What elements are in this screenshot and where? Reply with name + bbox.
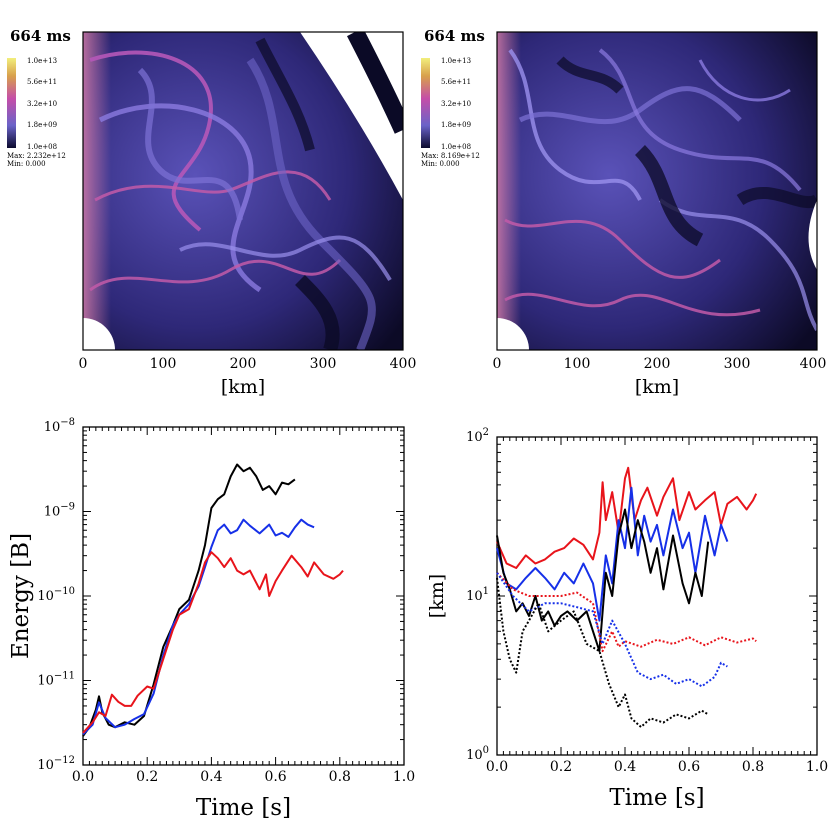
series-black-dotted xyxy=(496,577,709,728)
x-tick-label: 0.2 xyxy=(136,769,158,785)
colorbar-label: 1.8e+09 xyxy=(27,121,57,129)
field-image xyxy=(83,32,403,350)
series-blue-solid xyxy=(496,486,729,622)
x-tick-label: 100 xyxy=(150,356,177,372)
field-image xyxy=(497,32,817,350)
y-tick-label: 101 xyxy=(466,586,489,604)
y-tick-label: 10−9 xyxy=(44,502,75,520)
x-tick-label: 0.2 xyxy=(550,759,572,775)
x-tick-label: 400 xyxy=(800,356,827,372)
colorbar-gradient xyxy=(7,58,16,148)
min-label: Min: 0.000 xyxy=(7,160,46,168)
min-label: Min: 0.000 xyxy=(421,160,460,168)
x-tick-label: 300 xyxy=(310,356,337,372)
x-tick-label: 0.6 xyxy=(264,769,286,785)
colorbar-label: 3.2e+10 xyxy=(27,100,57,108)
frame xyxy=(496,31,818,351)
y-tick-label: 10−11 xyxy=(37,671,75,689)
series-blue xyxy=(82,518,315,736)
time-label: 664 ms xyxy=(424,27,485,45)
x-axis-label: [km] xyxy=(635,376,679,398)
colorbar-label: 5.6e+11 xyxy=(441,78,471,86)
colorbar-label: 1.0e+13 xyxy=(441,57,471,65)
plot-frame xyxy=(82,426,405,766)
x-tick-label: 1.0 xyxy=(806,759,828,775)
x-tick-labels: 0 100 200 300 400 xyxy=(79,356,417,372)
colorbar-label: 3.2e+10 xyxy=(441,100,471,108)
x-tick-label: 0.8 xyxy=(742,759,764,775)
colorbar-label: 1.0e+13 xyxy=(27,57,57,65)
max-label: Max: 2.232e+12 xyxy=(7,152,66,160)
x-tick-label: 1.0 xyxy=(393,769,415,785)
series-black-solid xyxy=(496,508,710,653)
x-axis-label: [km] xyxy=(221,376,265,398)
x-tick-label: 300 xyxy=(724,356,751,372)
x-tick-label: 0.4 xyxy=(200,769,222,785)
top-right-panel: 664 ms 1.0e+13 5.6e+11 3.2e+10 1.8e+09 1… xyxy=(421,27,826,398)
series-blue-dotted xyxy=(496,572,728,688)
y-tick-label: 10−12 xyxy=(37,755,75,773)
y-ticks: 10−8 10−9 10−10 10−11 10−12 xyxy=(37,417,404,773)
series-red xyxy=(82,551,344,734)
top-left-panel: 664 ms 1.0e+13 5.6e+11 3.2e+10 1.8e+09 1… xyxy=(7,27,416,398)
x-tick-label: 0.8 xyxy=(329,769,351,785)
x-ticks: 0.0 0.2 0.4 0.6 0.8 1.0 xyxy=(486,437,828,775)
x-tick-label: 0.6 xyxy=(678,759,700,775)
x-tick-label: 0.0 xyxy=(486,759,508,775)
series-red-solid xyxy=(496,466,758,569)
x-tick-label: 200 xyxy=(644,356,671,372)
x-tick-label: 0.4 xyxy=(614,759,636,775)
max-label: Max: 8.169e+12 xyxy=(421,152,480,160)
x-tick-label: 400 xyxy=(390,356,417,372)
x-ticks: 0.0 0.2 0.4 0.6 0.8 1.0 xyxy=(72,427,415,785)
series-black xyxy=(82,463,296,737)
y-tick-label: 10−10 xyxy=(37,586,75,604)
x-tick-label: 100 xyxy=(564,356,591,372)
series-red-dotted xyxy=(496,572,757,653)
x-axis-label: Time [s] xyxy=(196,795,291,821)
x-tick-label: 0.0 xyxy=(72,769,94,785)
x-tick-labels: 0 100 200 300 400 xyxy=(493,356,827,372)
x-axis-label: Time [s] xyxy=(609,785,704,811)
y-ticks: 102 101 100 xyxy=(466,427,817,763)
x-tick-label: 200 xyxy=(230,356,257,372)
colorbar-label: 1.0e+08 xyxy=(27,143,57,151)
colorbar: 1.0e+13 5.6e+11 3.2e+10 1.8e+09 1.0e+08 … xyxy=(421,57,480,168)
colorbar-gradient xyxy=(421,58,430,148)
frame xyxy=(82,31,404,351)
y-axis-label: Energy [B] xyxy=(8,533,34,659)
energy-chart: 0.0 0.2 0.4 0.6 0.8 1.0 10−8 10−9 10−10 10−11 10−1… xyxy=(8,417,415,821)
x-tick-label: 0 xyxy=(79,356,88,372)
x-tick-label: 0 xyxy=(493,356,502,372)
y-tick-label: 10−8 xyxy=(44,417,75,435)
y-tick-label: 100 xyxy=(466,745,489,763)
y-axis-label: [km] xyxy=(426,574,448,618)
colorbar-label: 1.8e+09 xyxy=(441,121,471,129)
y-tick-label: 102 xyxy=(466,427,489,445)
colorbar: 1.0e+13 5.6e+11 3.2e+10 1.8e+09 1.0e+08 … xyxy=(7,57,66,168)
colorbar-label: 5.6e+11 xyxy=(27,78,57,86)
time-label: 664 ms xyxy=(10,27,71,45)
length-chart: 0.0 0.2 0.4 0.6 0.8 1.0 102 101 100 Time [s] [km] xyxy=(426,427,828,811)
colorbar-label: 1.0e+08 xyxy=(441,143,471,151)
